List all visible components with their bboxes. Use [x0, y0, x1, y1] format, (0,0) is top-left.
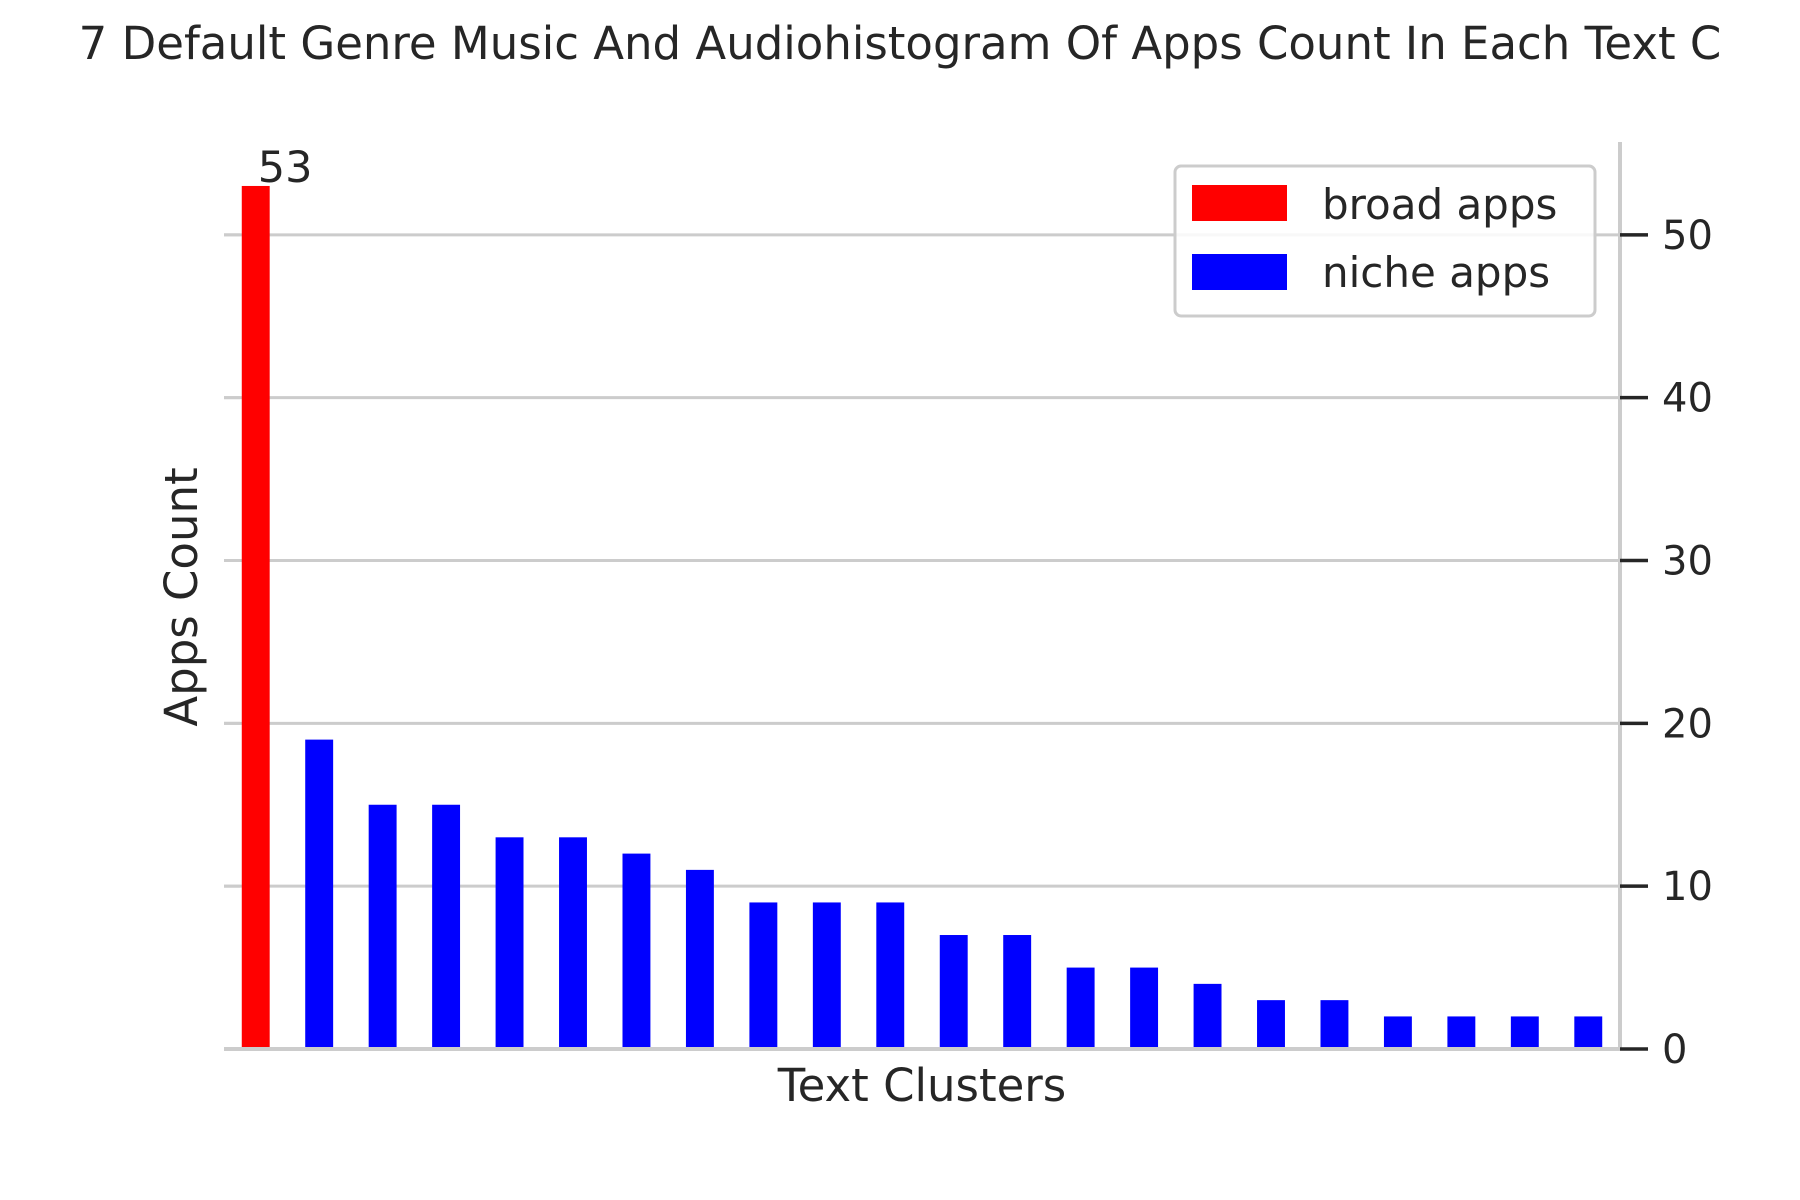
gridlines [224, 233, 1620, 888]
y-tick-label: 10 [1662, 864, 1713, 910]
y-ticks: 0 10 20 30 40 50 [1620, 213, 1713, 1073]
legend: broad apps niche apps [1173, 164, 1597, 318]
bar [1066, 967, 1095, 1049]
bar [1383, 1016, 1412, 1049]
bar [1257, 1000, 1285, 1049]
bar [622, 853, 651, 1049]
bar [305, 739, 334, 1049]
y-tick-label: 40 [1662, 376, 1713, 422]
x-axis-label: Text Clusters [777, 1059, 1066, 1112]
y-tick-label: 0 [1662, 1027, 1687, 1073]
bar [749, 902, 778, 1049]
chart-title: 7 Default Genre Music And Audiohistogram… [79, 17, 1722, 70]
bar [939, 935, 968, 1049]
y-axis-label: Apps Count [155, 467, 208, 726]
bar [432, 804, 461, 1049]
bar [495, 837, 524, 1049]
bar [1510, 1016, 1539, 1049]
bar [1447, 1016, 1476, 1049]
data-labels: 53 [258, 143, 313, 193]
bar [1320, 1000, 1349, 1049]
y-tick-label: 50 [1662, 213, 1713, 259]
bar [685, 869, 714, 1049]
y-tick-label: 30 [1662, 538, 1713, 584]
bars [241, 185, 1603, 1049]
legend-swatch-broad-apps [1192, 185, 1287, 221]
bar [812, 902, 841, 1049]
bar [876, 902, 905, 1049]
bar-value-label: 53 [258, 143, 313, 193]
legend-label-broad-apps: broad apps [1322, 180, 1557, 229]
bar [559, 837, 587, 1049]
bar [241, 185, 270, 1049]
bar [1574, 1016, 1603, 1049]
bar [1003, 935, 1032, 1049]
y-tick-label: 20 [1662, 701, 1713, 747]
bar [1130, 967, 1159, 1049]
bar [368, 804, 397, 1049]
legend-swatch-niche-apps [1192, 254, 1287, 290]
axes [224, 142, 1622, 1051]
bar [1193, 983, 1222, 1049]
legend-label-niche-apps: niche apps [1322, 248, 1550, 297]
